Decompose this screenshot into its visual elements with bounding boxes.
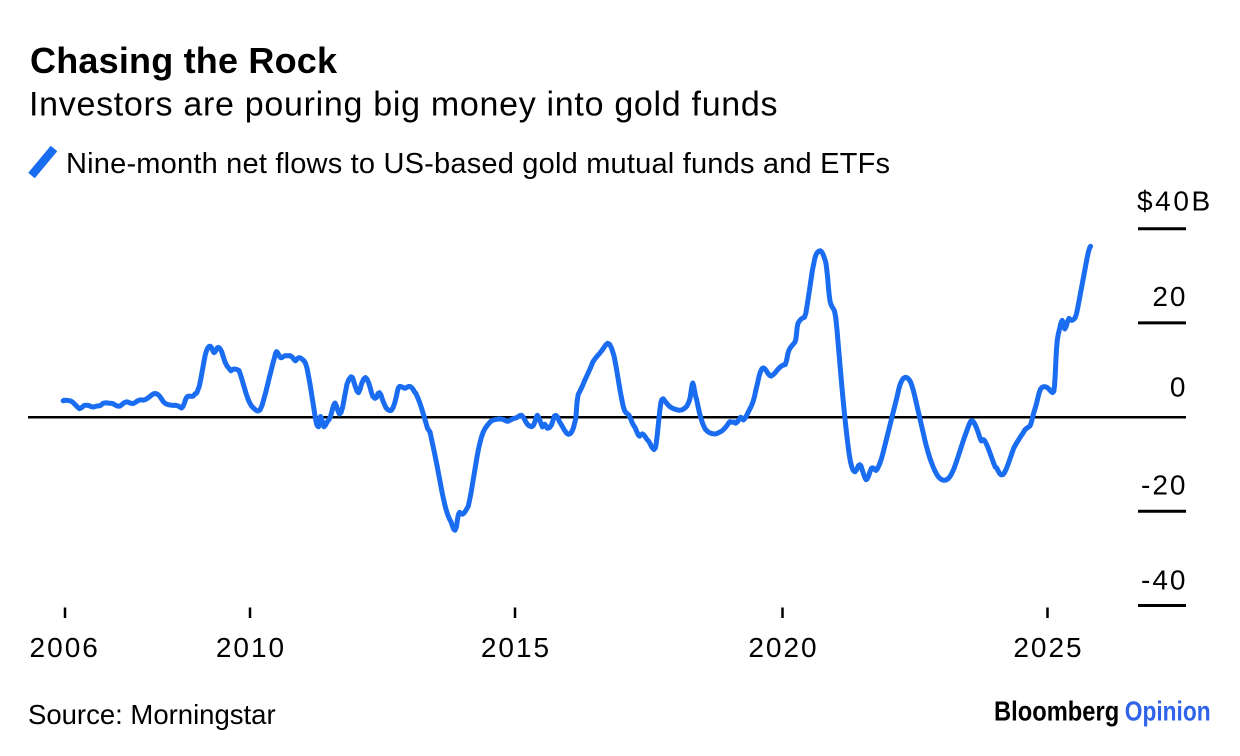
svg-text:$40B: $40B xyxy=(1137,185,1213,216)
svg-text:2015: 2015 xyxy=(481,632,551,663)
svg-text:Bloomberg: Bloomberg xyxy=(994,696,1119,727)
svg-text:Nine-month net flows to US-bas: Nine-month net flows to US-based gold mu… xyxy=(66,148,890,180)
svg-text:0: 0 xyxy=(1170,372,1188,403)
svg-text:Opinion: Opinion xyxy=(1125,696,1211,727)
svg-text:Investors are pouring big mone: Investors are pouring big money into gol… xyxy=(29,86,778,124)
svg-text:2006: 2006 xyxy=(30,632,100,663)
svg-text:Source: Morningstar: Source: Morningstar xyxy=(28,699,276,730)
svg-text:-40: -40 xyxy=(1141,565,1187,596)
svg-text:Chasing the Rock: Chasing the Rock xyxy=(30,40,338,81)
svg-text:2010: 2010 xyxy=(216,632,286,663)
svg-text:2025: 2025 xyxy=(1013,632,1083,663)
svg-text:-20: -20 xyxy=(1141,470,1187,501)
svg-text:2020: 2020 xyxy=(748,632,818,663)
svg-text:20: 20 xyxy=(1152,281,1187,312)
